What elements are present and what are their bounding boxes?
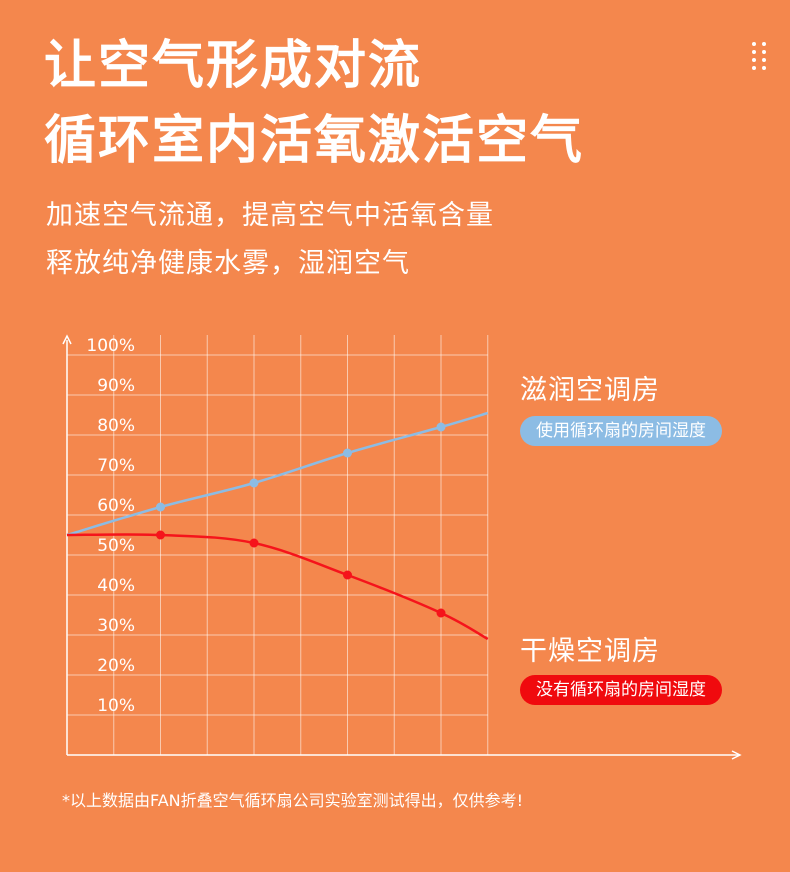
data-source-footnote: *以上数据由FAN折叠空气循环扇公司实验室测试得出，仅供参考! (62, 791, 524, 810)
y-tick-label: 80% (97, 416, 135, 436)
menu-dot (752, 58, 756, 62)
series-label-humid-room: 滋润空调房 (520, 375, 660, 406)
menu-dot (752, 66, 756, 70)
y-tick-label: 70% (97, 456, 135, 476)
menu-dot (762, 42, 766, 46)
subtitle-line-2: 释放纯净健康水雾，湿润空气 (46, 248, 410, 279)
data-point-dry-room (156, 530, 165, 540)
y-axis-tick-labels: 10% 20% 30% 40% 50% 60% 70% 80% 90% 100% (86, 336, 135, 716)
y-tick-label: 40% (97, 576, 135, 596)
menu-dot (752, 50, 756, 54)
chart-axes (62, 334, 742, 760)
y-tick-label: 10% (97, 696, 135, 716)
chart-grid (67, 335, 489, 755)
series-badge-dry-room: 没有循环扇的房间湿度 (520, 675, 722, 705)
y-tick-label: 60% (97, 496, 135, 516)
data-point-dry-room (343, 570, 352, 580)
data-point-dry-room (249, 538, 259, 548)
series-badge-humid-room: 使用循环扇的房间湿度 (520, 416, 722, 446)
y-tick-label: 50% (97, 536, 135, 556)
data-point-humid-room (436, 422, 446, 432)
chart-series (66, 411, 489, 641)
y-tick-label: 90% (97, 376, 135, 396)
data-point-humid-room (343, 448, 352, 458)
data-point-dry-room (436, 608, 446, 618)
y-tick-label: 100% (86, 336, 135, 356)
menu-dot (762, 58, 766, 62)
series-label-dry-room: 干燥空调房 (520, 636, 660, 667)
dots-menu-icon[interactable] (752, 42, 768, 74)
menu-dot (762, 66, 766, 70)
data-point-humid-room (156, 502, 165, 512)
menu-dot (752, 42, 756, 46)
subtitle-line-1: 加速空气流通，提高空气中活氧含量 (46, 200, 494, 231)
y-tick-label: 20% (97, 656, 135, 676)
page-title-line-2: 循环室内活氧激活空气 (44, 111, 585, 171)
page-title-line-1: 让空气形成对流 (44, 36, 423, 96)
menu-dot (762, 50, 766, 54)
data-point-humid-room (249, 478, 259, 488)
y-tick-label: 30% (97, 616, 135, 636)
x-axis-arrow (731, 750, 742, 760)
y-axis-arrow (62, 334, 72, 345)
